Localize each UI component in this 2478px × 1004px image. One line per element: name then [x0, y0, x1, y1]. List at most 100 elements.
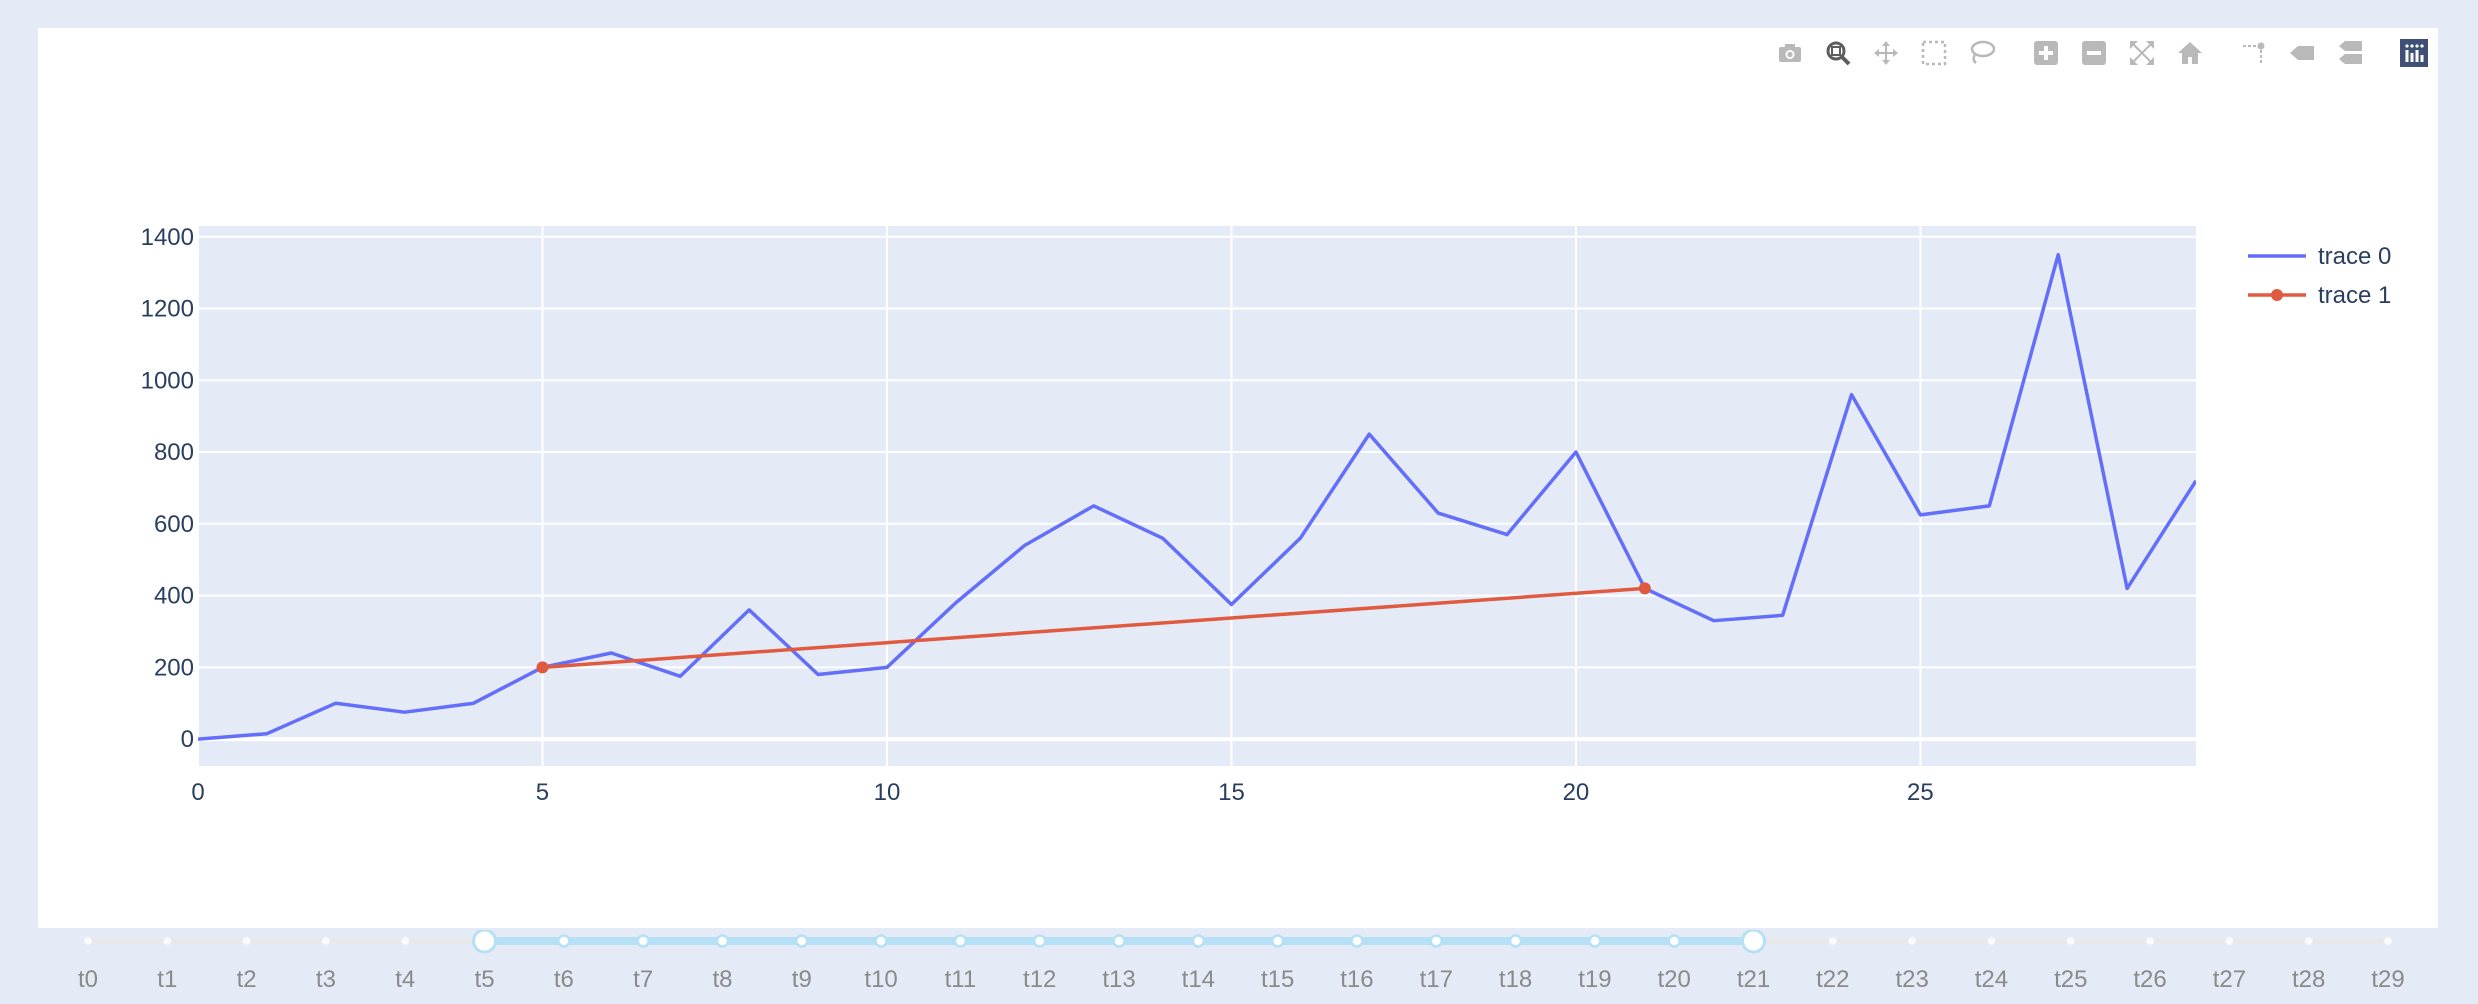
slider-step-dot[interactable]	[1907, 936, 1917, 946]
reset-axes-button[interactable]	[2170, 33, 2210, 73]
slider-step-label[interactable]: t23	[1895, 966, 1928, 993]
slider-step[interactable]: t8	[712, 934, 732, 994]
slider-step-label[interactable]: t13	[1102, 966, 1135, 993]
slider-step-label[interactable]: t11	[945, 966, 977, 993]
slider-step-label[interactable]: t4	[395, 966, 415, 993]
slider-step-dot[interactable]	[2383, 936, 2393, 946]
slider-handle-end[interactable]	[1741, 930, 1767, 954]
legend-item[interactable]: trace 1	[2248, 282, 2391, 309]
lasso-select-button[interactable]	[1962, 33, 2002, 73]
slider-step[interactable]: t12	[1023, 934, 1056, 994]
slider-step-dot[interactable]	[83, 936, 93, 946]
slider-step[interactable]: t22	[1816, 936, 1850, 993]
slider-step[interactable]: t18	[1499, 934, 1532, 994]
slider-step[interactable]: t11	[945, 934, 977, 994]
chart-svg[interactable]: 0 5 10 15 20 25 0 200 400 600 800 1000 1200 1400 trace…	[0, 0, 2478, 930]
slider-step-dot[interactable]	[1112, 934, 1126, 948]
slider-step-label[interactable]: t16	[1340, 966, 1373, 993]
data-point[interactable]	[1638, 582, 1651, 595]
slider-step-dot[interactable]	[715, 934, 730, 948]
slider-step[interactable]: t5	[472, 930, 498, 993]
range-slider[interactable]: t0 t1 t2 t3 t4 t5 t6 t7 t8 t9 t10 t11 t12 t13 t14 t15 t1…	[0, 930, 2478, 1004]
slider-step[interactable]: t7	[633, 934, 653, 994]
camera-button[interactable]	[1770, 33, 1810, 73]
slider-step-label[interactable]: t21	[1737, 966, 1770, 993]
slider-step[interactable]: t3	[316, 936, 336, 993]
slider-step[interactable]: t27	[2213, 936, 2246, 993]
slider-step-label[interactable]: t20	[1658, 966, 1691, 993]
slider-step-label[interactable]: t2	[237, 966, 257, 993]
slider-step-label[interactable]: t26	[2133, 966, 2166, 993]
slider-step-dot[interactable]	[795, 934, 809, 948]
hover-closest-button[interactable]	[2282, 33, 2322, 73]
slider-step[interactable]: t14	[1182, 934, 1215, 994]
slider-step[interactable]: t0	[78, 936, 98, 993]
slider-step[interactable]: t17	[1420, 934, 1453, 994]
slider-step[interactable]: t23	[1895, 936, 1929, 993]
slider-step[interactable]: t29	[2371, 936, 2405, 993]
slider-step[interactable]: t15	[1261, 934, 1294, 994]
slider-step[interactable]: t13	[1102, 934, 1136, 994]
slider-step-label[interactable]: t10	[864, 966, 897, 993]
slider-step[interactable]: t25	[2054, 936, 2087, 993]
slider-step-dot[interactable]	[1508, 934, 1523, 948]
slider-step-label[interactable]: t27	[2213, 966, 2246, 993]
slider-step-dot[interactable]	[321, 936, 331, 946]
slider-step-label[interactable]: t6	[554, 966, 574, 993]
slider-step-label[interactable]: t22	[1816, 966, 1849, 993]
pan-button[interactable]	[1866, 33, 1906, 73]
slider-step-label[interactable]: t19	[1578, 966, 1611, 993]
slider-step-label[interactable]: t12	[1023, 966, 1056, 993]
slider-step-label[interactable]: t18	[1499, 966, 1532, 993]
slider-step-dot[interactable]	[1667, 934, 1681, 948]
slider-step[interactable]: t26	[2133, 936, 2167, 993]
slider-step[interactable]: t1	[157, 936, 177, 993]
slider-step-label[interactable]: t9	[792, 966, 812, 993]
slider-step[interactable]: t19	[1578, 934, 1612, 994]
hover-compare-button[interactable]	[2330, 33, 2370, 73]
slider-step[interactable]: t4	[395, 936, 415, 993]
data-point[interactable]	[536, 661, 549, 674]
spike-lines-button[interactable]	[2234, 33, 2274, 73]
slider-step-dot[interactable]	[874, 934, 888, 948]
plotly-logo-button[interactable]	[2394, 33, 2434, 73]
slider-step-dot[interactable]	[2145, 936, 2155, 946]
slider-step-label[interactable]: t17	[1420, 966, 1453, 993]
slider-step[interactable]: t24	[1975, 936, 2008, 993]
slider-step-dot[interactable]	[953, 934, 968, 948]
slider-step-dot[interactable]	[1270, 934, 1285, 948]
slider-step-label[interactable]: t14	[1182, 966, 1215, 993]
slider-step-dot[interactable]	[1032, 934, 1047, 948]
slider-step-dot[interactable]	[400, 936, 410, 946]
legend-item[interactable]: trace 0	[2248, 243, 2391, 270]
slider-step-dot[interactable]	[2066, 936, 2076, 946]
slider-step[interactable]: t21	[1737, 930, 1770, 993]
slider-step-label[interactable]: t7	[633, 966, 653, 993]
slider-step-label[interactable]: t8	[712, 966, 732, 993]
zoom-out-button[interactable]	[2074, 33, 2114, 73]
plot-area[interactable]	[198, 226, 2196, 766]
slider-step[interactable]: t28	[2292, 936, 2325, 993]
slider-step-label[interactable]: t1	[157, 966, 177, 993]
slider-step-dot[interactable]	[1828, 936, 1838, 946]
slider-step-dot[interactable]	[242, 936, 252, 946]
slider-handle-start[interactable]	[472, 930, 498, 954]
slider-step-dot[interactable]	[162, 936, 172, 946]
slider-step-label[interactable]: t15	[1261, 966, 1294, 993]
slider-step-dot[interactable]	[557, 934, 571, 948]
slider-step-label[interactable]: t24	[1975, 966, 2008, 993]
slider-step-label[interactable]: t0	[78, 966, 98, 993]
slider-step-dot[interactable]	[636, 934, 650, 948]
slider-step-dot[interactable]	[1986, 936, 1996, 946]
slider-step-dot[interactable]	[2224, 936, 2234, 946]
slider-step[interactable]: t10	[864, 934, 898, 994]
slider-step-label[interactable]: t5	[475, 966, 495, 993]
slider-step-dot[interactable]	[2304, 936, 2314, 946]
slider-step-dot[interactable]	[1588, 934, 1602, 948]
series-line[interactable]	[542, 586, 1645, 670]
zoom-button[interactable]	[1818, 33, 1858, 73]
slider-step-dot[interactable]	[1429, 934, 1444, 948]
slider-step-label[interactable]: t28	[2292, 966, 2325, 993]
slider-step[interactable]: t20	[1658, 934, 1691, 994]
slider-step[interactable]: t16	[1340, 934, 1374, 994]
